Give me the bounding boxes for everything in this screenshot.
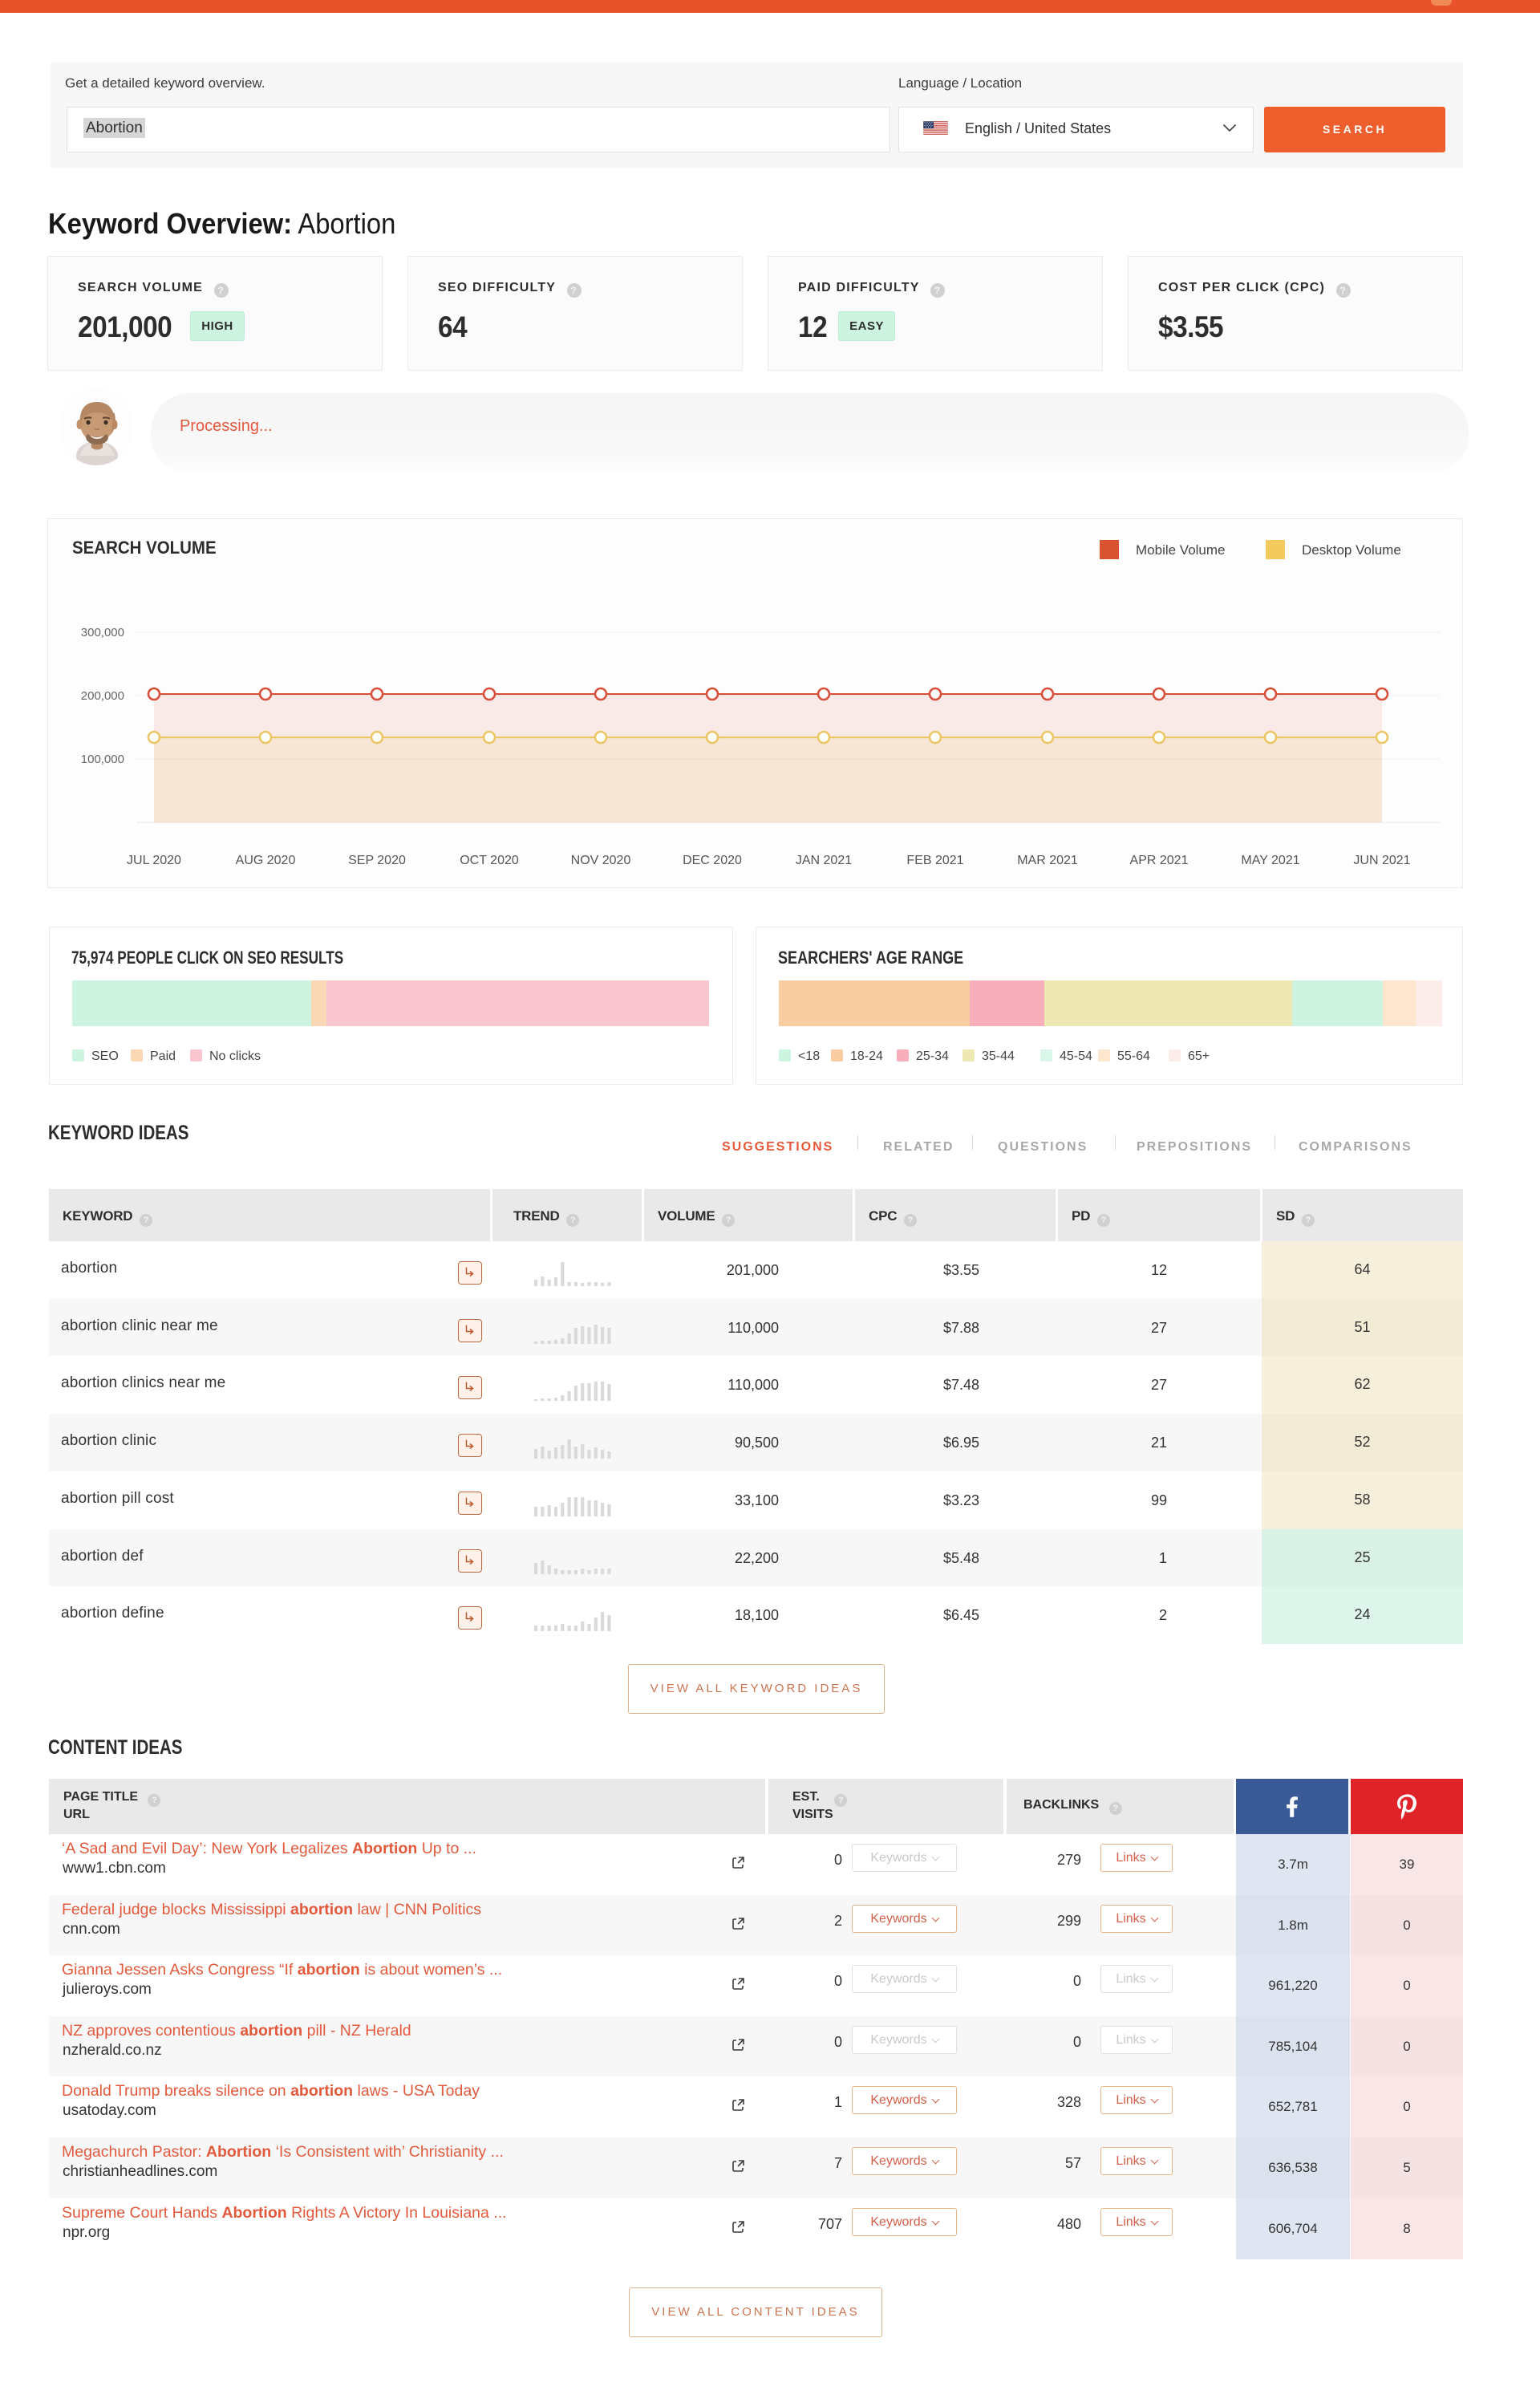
svg-text:NOV 2020: NOV 2020	[571, 854, 631, 867]
svg-text:JAN 2021: JAN 2021	[796, 854, 852, 867]
svg-text:JUL 2020: JUL 2020	[127, 854, 181, 867]
svg-text:MAY 2021: MAY 2021	[1241, 854, 1299, 867]
svg-text:APR 2021: APR 2021	[1130, 854, 1189, 867]
svg-text:OCT 2020: OCT 2020	[460, 854, 519, 867]
svg-text:JUN 2021: JUN 2021	[1353, 854, 1410, 867]
svg-text:300,000: 300,000	[81, 626, 124, 639]
svg-text:SEP 2020: SEP 2020	[348, 854, 406, 867]
svg-text:100,000: 100,000	[81, 753, 124, 766]
svg-text:FEB 2021: FEB 2021	[906, 854, 963, 867]
svg-text:AUG 2020: AUG 2020	[236, 854, 296, 867]
svg-text:200,000: 200,000	[81, 689, 124, 703]
svg-text:DEC 2020: DEC 2020	[683, 854, 742, 867]
svg-text:MAR 2021: MAR 2021	[1017, 854, 1078, 867]
